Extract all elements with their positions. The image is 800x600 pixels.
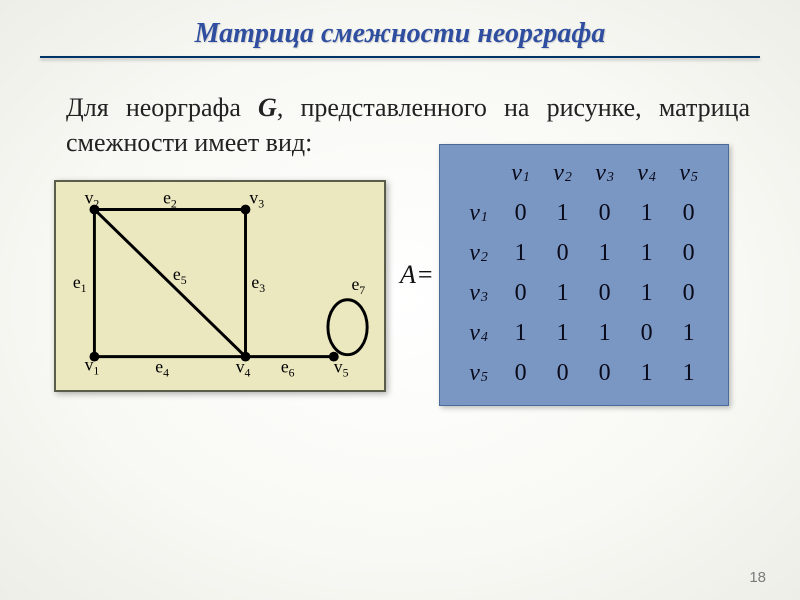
matrix-cell: 0 [500, 273, 542, 313]
slide-frame: Матрица смежности неорграфа Для неорграф… [0, 0, 800, 600]
edge-label: e2 [163, 188, 177, 211]
matrix-cell: 1 [500, 233, 542, 273]
matrix-cell: 1 [542, 313, 584, 353]
matrix-label: A= [400, 260, 433, 290]
matrix-cell: 1 [626, 193, 668, 233]
matrix-cell: 1 [500, 313, 542, 353]
page-number: 18 [749, 569, 766, 586]
matrix-cell: 0 [584, 273, 626, 313]
node-label: v3 [249, 188, 264, 211]
title-underline [40, 56, 760, 58]
graph-loop [328, 300, 367, 355]
graph-svg: e1e2e3e4e5e6e7v1v2v3v4v5 [56, 182, 384, 390]
edge-label: e1 [73, 272, 87, 295]
graph-diagram: e1e2e3e4e5e6e7v1v2v3v4v5 [54, 180, 386, 392]
matrix-cell: 1 [668, 313, 710, 353]
matrix-row-header: v3 [458, 273, 500, 313]
matrix-symbol: A [400, 260, 416, 289]
title-block: Матрица смежности неорграфа [30, 18, 770, 58]
content-row: e1e2e3e4e5e6e7v1v2v3v4v5 A= v1v2v3v4v5v1… [54, 180, 770, 406]
matrix-row-header: v5 [458, 353, 500, 393]
matrix-col-header: v2 [542, 153, 584, 193]
matrix-col-header: v1 [500, 153, 542, 193]
matrix-cell: 0 [542, 233, 584, 273]
matrix-corner [458, 153, 500, 193]
matrix-cell: 1 [542, 273, 584, 313]
matrix-cell: 0 [668, 273, 710, 313]
matrix-cell: 1 [542, 193, 584, 233]
matrix-cell: 1 [584, 233, 626, 273]
graph-edge [94, 210, 245, 357]
node-label: v5 [334, 357, 349, 380]
matrix-cell: 0 [668, 233, 710, 273]
matrix-cell: 1 [626, 273, 668, 313]
matrix-wrap: A= v1v2v3v4v5v101010v210110v301010v41110… [400, 144, 729, 406]
matrix-cell: 0 [500, 193, 542, 233]
edge-label: e5 [173, 264, 187, 287]
matrix-col-header: v5 [668, 153, 710, 193]
matrix-cell: 1 [626, 353, 668, 393]
matrix-cell: 0 [626, 313, 668, 353]
edge-label: e6 [281, 357, 295, 380]
matrix-row-header: v1 [458, 193, 500, 233]
graph-symbol-G: G [258, 93, 277, 122]
matrix-cell: 0 [542, 353, 584, 393]
edge-label: e7 [351, 274, 365, 297]
edge-label: e3 [251, 272, 265, 295]
matrix-grid: v1v2v3v4v5v101010v210110v301010v411101v5… [458, 153, 710, 393]
matrix-col-header: v4 [626, 153, 668, 193]
body-before: Для неорграфа [66, 93, 258, 122]
matrix-row-header: v2 [458, 233, 500, 273]
node-label: v2 [85, 188, 100, 211]
matrix-row-header: v4 [458, 313, 500, 353]
matrix-cell: 1 [626, 233, 668, 273]
edge-label: e4 [155, 357, 169, 380]
matrix-cell: 0 [584, 193, 626, 233]
matrix-cell: 0 [584, 353, 626, 393]
equals-sign: = [418, 260, 433, 289]
matrix-cell: 1 [584, 313, 626, 353]
adjacency-matrix: v1v2v3v4v5v101010v210110v301010v411101v5… [439, 144, 729, 406]
matrix-cell: 0 [668, 193, 710, 233]
matrix-col-header: v3 [584, 153, 626, 193]
slide-title: Матрица смежности неорграфа [30, 18, 770, 50]
matrix-cell: 0 [500, 353, 542, 393]
matrix-cell: 1 [668, 353, 710, 393]
